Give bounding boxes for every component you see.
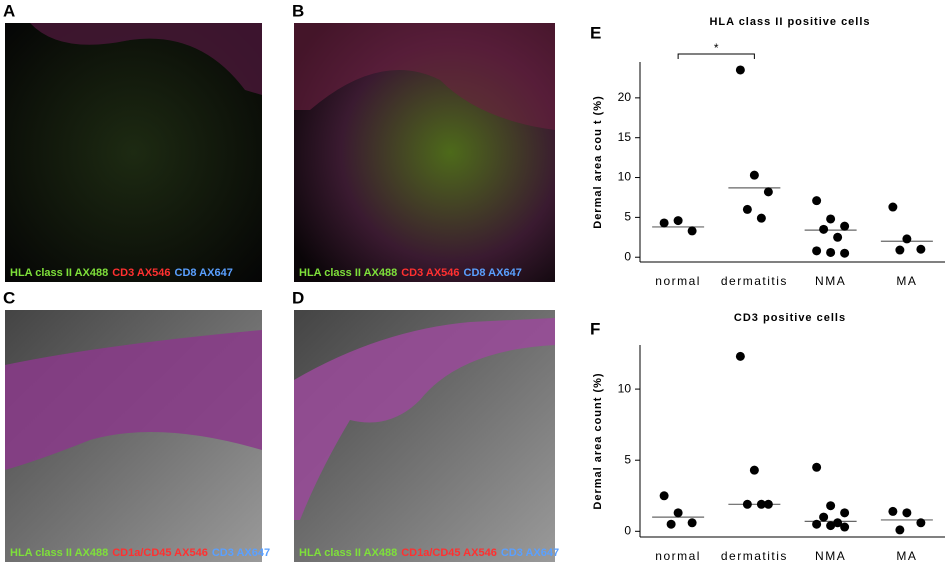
data-point <box>673 216 683 226</box>
y-tick-label: 5 <box>624 452 631 466</box>
chart-title: CD3 positive cells <box>734 312 846 324</box>
panel-letter: B <box>292 1 304 20</box>
y-tick-label: 5 <box>624 210 631 224</box>
data-point <box>888 202 898 212</box>
data-point <box>742 499 752 509</box>
channel-name: CD1a/CD45 AX546 <box>112 547 208 559</box>
data-point <box>749 465 759 475</box>
panel-images <box>5 23 555 562</box>
epidermis <box>294 23 555 130</box>
data-point <box>902 234 912 244</box>
data-point <box>819 224 829 234</box>
data-point <box>812 246 822 256</box>
channel-name: CD8 AX647 <box>175 267 233 279</box>
epidermis <box>30 23 262 95</box>
channel-name: CD3 AX647 <box>212 547 270 559</box>
y-tick-label: 0 <box>624 523 631 537</box>
data-point <box>840 508 850 518</box>
panel-letter: F <box>590 319 600 338</box>
data-point <box>819 512 829 522</box>
data-point <box>687 226 697 236</box>
data-point <box>756 213 766 223</box>
data-point <box>673 508 683 518</box>
data-point <box>916 244 926 254</box>
panel-letter: A <box>3 1 15 20</box>
data-point <box>749 170 759 180</box>
significance-bracket <box>677 53 755 59</box>
panel-letter: C <box>3 288 15 307</box>
data-point <box>687 518 697 528</box>
data-point <box>659 218 669 228</box>
data-point <box>902 508 912 518</box>
data-point <box>895 245 905 255</box>
x-tick-label: MA <box>896 549 917 563</box>
data-point <box>735 351 745 361</box>
channel-label: HLA class II AX488 CD1a/CD45 AX546 CD3 AX6… <box>10 547 270 559</box>
x-tick-label: MA <box>896 274 917 288</box>
channel-label: HLA class II AX488 CD1a/CD45 AX546 CD3 AX6… <box>299 547 559 559</box>
micrograph <box>5 23 262 282</box>
panel-letter: D <box>292 288 304 307</box>
channel-name: CD3 AX647 <box>501 547 559 559</box>
data-point <box>895 525 905 535</box>
y-tick-label: 10 <box>618 170 632 184</box>
y-tick-label: 20 <box>618 90 632 104</box>
data-point <box>666 519 676 529</box>
data-point <box>812 462 822 472</box>
data-point <box>812 196 822 206</box>
significance-mark: * <box>714 41 719 55</box>
channel-name: CD1a/CD45 AX546 <box>401 547 497 559</box>
data-point <box>826 214 836 224</box>
data-point <box>763 499 773 509</box>
data-point <box>763 187 773 197</box>
x-tick-label: normal <box>655 549 701 563</box>
data-point <box>812 519 822 529</box>
x-tick-label: NMA <box>815 274 846 288</box>
channel-label: HLA class II AX488 CD3 AX546 CD8 AX647 <box>10 267 233 279</box>
data-point <box>826 501 836 511</box>
channel-name: HLA class II AX488 <box>299 547 397 559</box>
channel-name: CD3 AX546 <box>401 267 459 279</box>
data-point <box>840 248 850 258</box>
channel-label: HLA class II AX488 CD3 AX546 CD8 AX647 <box>299 267 522 279</box>
channel-name: CD3 AX546 <box>112 267 170 279</box>
data-point <box>833 518 843 528</box>
y-tick-label: 10 <box>618 381 632 395</box>
epidermis <box>294 318 555 520</box>
data-point <box>916 518 926 528</box>
data-point <box>840 522 850 532</box>
data-point <box>833 232 843 242</box>
y-axis-label: Dermal area count (%) <box>592 372 604 509</box>
data-point <box>888 506 898 516</box>
y-tick-label: 15 <box>618 130 632 144</box>
data-point <box>735 65 745 75</box>
data-point <box>826 521 836 531</box>
channel-name: HLA class II AX488 <box>299 267 397 279</box>
data-point <box>742 204 752 214</box>
data-point <box>756 499 766 509</box>
data-point <box>840 221 850 231</box>
panel-letter: E <box>590 23 601 42</box>
x-tick-label: dermatitis <box>721 549 788 563</box>
channel-name: CD8 AX647 <box>464 267 522 279</box>
x-tick-label: normal <box>655 274 701 288</box>
epidermis <box>5 330 262 470</box>
data-point <box>826 247 836 257</box>
data-point <box>659 491 669 501</box>
channel-name: HLA class II AX488 <box>10 547 108 559</box>
y-axis-label: Dermal area cou t (%) <box>592 95 604 228</box>
y-tick-label: 0 <box>624 249 631 263</box>
x-tick-label: dermatitis <box>721 274 788 288</box>
channel-name: HLA class II AX488 <box>10 267 108 279</box>
chart-title: HLA class II positive cells <box>709 16 870 28</box>
x-tick-label: NMA <box>815 549 846 563</box>
